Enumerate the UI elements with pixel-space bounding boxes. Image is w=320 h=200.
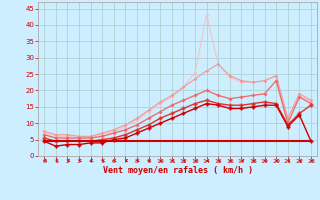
X-axis label: Vent moyen/en rafales ( km/h ): Vent moyen/en rafales ( km/h ): [103, 166, 252, 175]
